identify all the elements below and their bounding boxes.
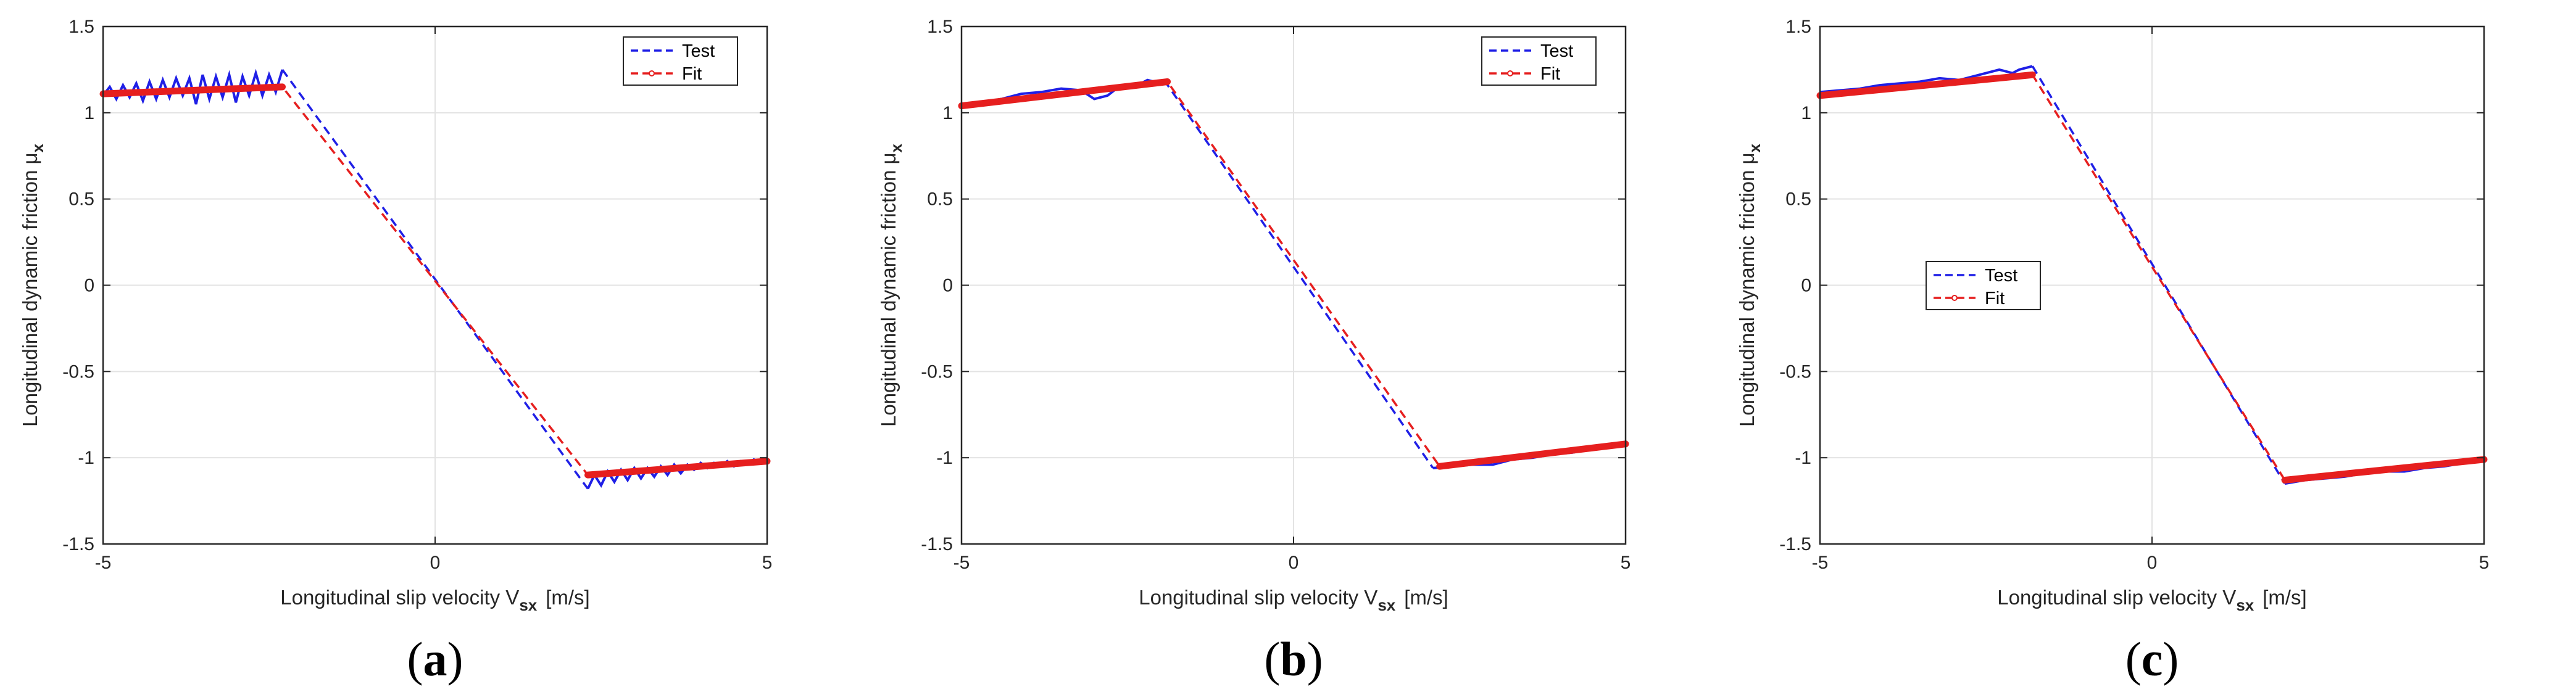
series-line-test-transition: [1163, 79, 1434, 469]
legend-label-fit: Fit: [1985, 289, 2005, 308]
y-axis-label: Longitudinal dynamic friction μx: [877, 143, 905, 427]
y-tick-label: 0.5: [69, 189, 94, 210]
x-tick-label: 5: [762, 553, 773, 573]
x-tick-label: 0: [2147, 553, 2158, 573]
legend-label-test: Test: [1540, 41, 1573, 61]
y-tick-label: 0.5: [1785, 189, 1811, 210]
y-tick-label: 0: [84, 276, 94, 296]
x-tick-label: 0: [1289, 553, 1299, 573]
panel-caption: (b): [1264, 632, 1323, 686]
legend-box: [623, 36, 738, 86]
legend-box: [1481, 36, 1597, 86]
y-tick-label: -1.5: [921, 534, 953, 554]
x-axis-label: Longitudinal slip velocity Vsx [m/s]: [280, 586, 589, 614]
y-tick-label: 1: [84, 103, 94, 123]
legend-label-fit: Fit: [1540, 64, 1560, 84]
chart-svg: -5 0 5 -1.5 -1 -0.5 0 0.5 1 1.5 Longitudinal slip …: [19, 17, 773, 686]
y-tick-label: 0: [942, 276, 953, 296]
series-line-fit: [961, 80, 1626, 468]
y-tick-label: 1.5: [927, 17, 953, 37]
legend-marker-fit: [1951, 295, 1958, 301]
series-line-fit: [102, 86, 768, 476]
series-line-test-transition: [281, 68, 589, 490]
y-axis-label: Longitudinal dynamic friction μx: [19, 143, 47, 427]
chart-panel-b: -5 0 5 -1.5 -1 -0.5 0 0.5 1 1.5 Longitudinal slip …: [858, 0, 1717, 692]
x-tick-label: 0: [430, 553, 441, 573]
y-tick-label: 1: [942, 103, 953, 123]
x-axis-label: Longitudinal slip velocity Vsx [m/s]: [1997, 586, 2306, 614]
chart-panel-a: -5 0 5 -1.5 -1 -0.5 0 0.5 1 1.5 Longitudinal slip …: [0, 0, 858, 692]
panel-caption: (c): [2125, 632, 2179, 686]
series-line-test-transition: [2031, 65, 2286, 485]
chart-svg: -5 0 5 -1.5 -1 -0.5 0 0.5 1 1.5 Longitudinal slip …: [1735, 17, 2490, 686]
y-tick-label: -1: [936, 448, 953, 468]
legend-label-fit: Fit: [682, 64, 702, 84]
y-tick-label: 0.5: [927, 189, 953, 210]
legend-marker-fit: [649, 70, 655, 76]
y-tick-label: 0: [1801, 276, 1811, 296]
y-tick-label: -1: [1795, 448, 1811, 468]
y-tick-label: 1: [1801, 103, 1811, 123]
x-tick-label: 5: [2479, 553, 2490, 573]
legend-label-test: Test: [682, 41, 715, 61]
x-tick-label: 5: [1621, 553, 1631, 573]
y-tick-label: 1.5: [1785, 17, 1811, 37]
y-tick-label: -0.5: [921, 361, 953, 382]
panel-caption: (a): [407, 632, 463, 686]
y-tick-label: -1.5: [62, 534, 94, 554]
chart-svg: -5 0 5 -1.5 -1 -0.5 0 0.5 1 1.5 Longitudinal slip …: [877, 17, 1631, 686]
legend-label-test: Test: [1985, 266, 2017, 286]
x-tick-label: -5: [954, 553, 970, 573]
x-tick-label: -5: [95, 553, 112, 573]
x-axis-label: Longitudinal slip velocity Vsx [m/s]: [1139, 586, 1448, 614]
y-tick-label: -1.5: [1779, 534, 1811, 554]
chart-panel-c: -5 0 5 -1.5 -1 -0.5 0 0.5 1 1.5 Longitudinal slip …: [1717, 0, 2575, 692]
x-tick-label: -5: [1812, 553, 1829, 573]
y-axis-label: Longitudinal dynamic friction μx: [1735, 143, 1764, 427]
y-tick-label: -1: [78, 448, 94, 468]
y-tick-label: 1.5: [69, 17, 94, 37]
legend-marker-fit: [1507, 70, 1513, 76]
y-tick-label: -0.5: [62, 361, 94, 382]
legend-box: [1926, 261, 2041, 310]
y-tick-label: -0.5: [1779, 361, 1811, 382]
series-line-fit: [1819, 73, 2485, 482]
